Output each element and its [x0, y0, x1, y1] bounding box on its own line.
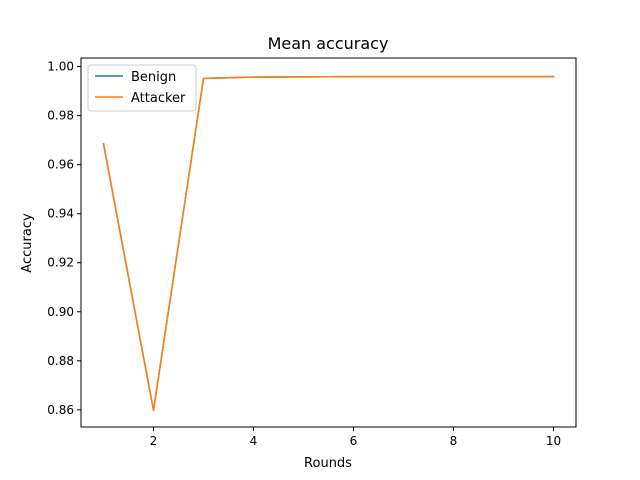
legend-label-attacker: Attacker [131, 91, 186, 106]
y-tick-label: 0.98 [47, 109, 74, 123]
y-tick-label: 0.90 [47, 305, 74, 319]
plot-lines [102, 75, 555, 412]
x-tick-label: 10 [546, 434, 561, 448]
series-line-attacker [102, 75, 555, 412]
x-axis-ticks: 2 4 6 8 10 [150, 427, 561, 448]
x-tick-label: 8 [450, 434, 458, 448]
legend: Benign Attacker [87, 64, 197, 112]
chart-title: Mean accuracy [268, 34, 389, 53]
y-axis-label: Accuracy [20, 213, 35, 273]
y-tick-label: 0.86 [47, 403, 74, 417]
x-tick-label: 2 [150, 434, 158, 448]
legend-label-benign: Benign [131, 70, 176, 85]
y-tick-label: 0.96 [47, 158, 74, 172]
x-tick-label: 4 [250, 434, 258, 448]
y-tick-label: 0.92 [47, 256, 74, 270]
y-axis-ticks: 0.86 0.88 0.90 0.92 0.94 0.96 0.98 1.00 [47, 60, 81, 417]
x-axis-label: Rounds [304, 456, 352, 471]
x-tick-label: 6 [350, 434, 358, 448]
y-tick-label: 0.88 [47, 354, 74, 368]
plot-frame [80, 57, 577, 428]
y-tick-label: 1.00 [47, 60, 74, 74]
y-tick-label: 0.94 [47, 207, 74, 221]
